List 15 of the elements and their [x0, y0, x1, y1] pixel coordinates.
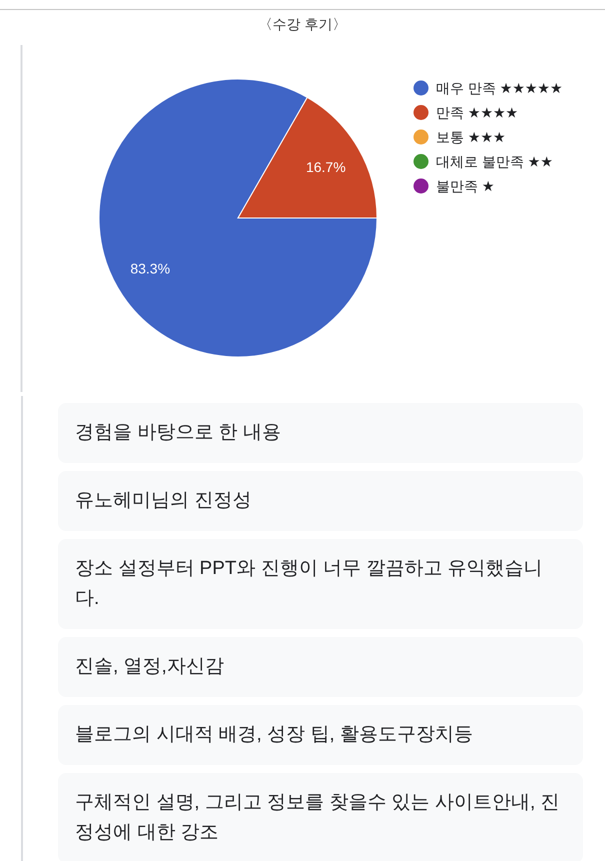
legend-label: 대체로 불만족 ★★ [436, 153, 553, 170]
text: 경험을 바탕으로 한 내용 [58, 403, 583, 463]
text: 유노헤미님의 진정성 [58, 471, 583, 531]
legend-label: 매우 만족 ★★★★★ [436, 80, 563, 96]
text: 블로그의 시대적 배경, 성장 팁, 활용도구장치등 [58, 705, 583, 765]
legend-label: 보통 ★★★ [436, 128, 506, 145]
data-label: 16.7% [306, 159, 346, 176]
text: 진솔, 열정,자신감 [58, 637, 583, 697]
data-label: 83.3% [130, 260, 170, 277]
text: 구체적인 설명, 그리고 정보를 찾을수 있는 사이트안내, 진정성에 대한 강조 [58, 773, 583, 861]
legend-label: 만족 ★★★★ [436, 104, 518, 120]
chart-title: 〈수강 후기〉 [258, 16, 346, 32]
pie-slice [98, 78, 378, 358]
legend-label: 불만족 ★ [436, 178, 494, 194]
text: 장소 설정부터 PPT와 진행이 너무 깔끔하고 유익했습니다. [58, 539, 583, 629]
